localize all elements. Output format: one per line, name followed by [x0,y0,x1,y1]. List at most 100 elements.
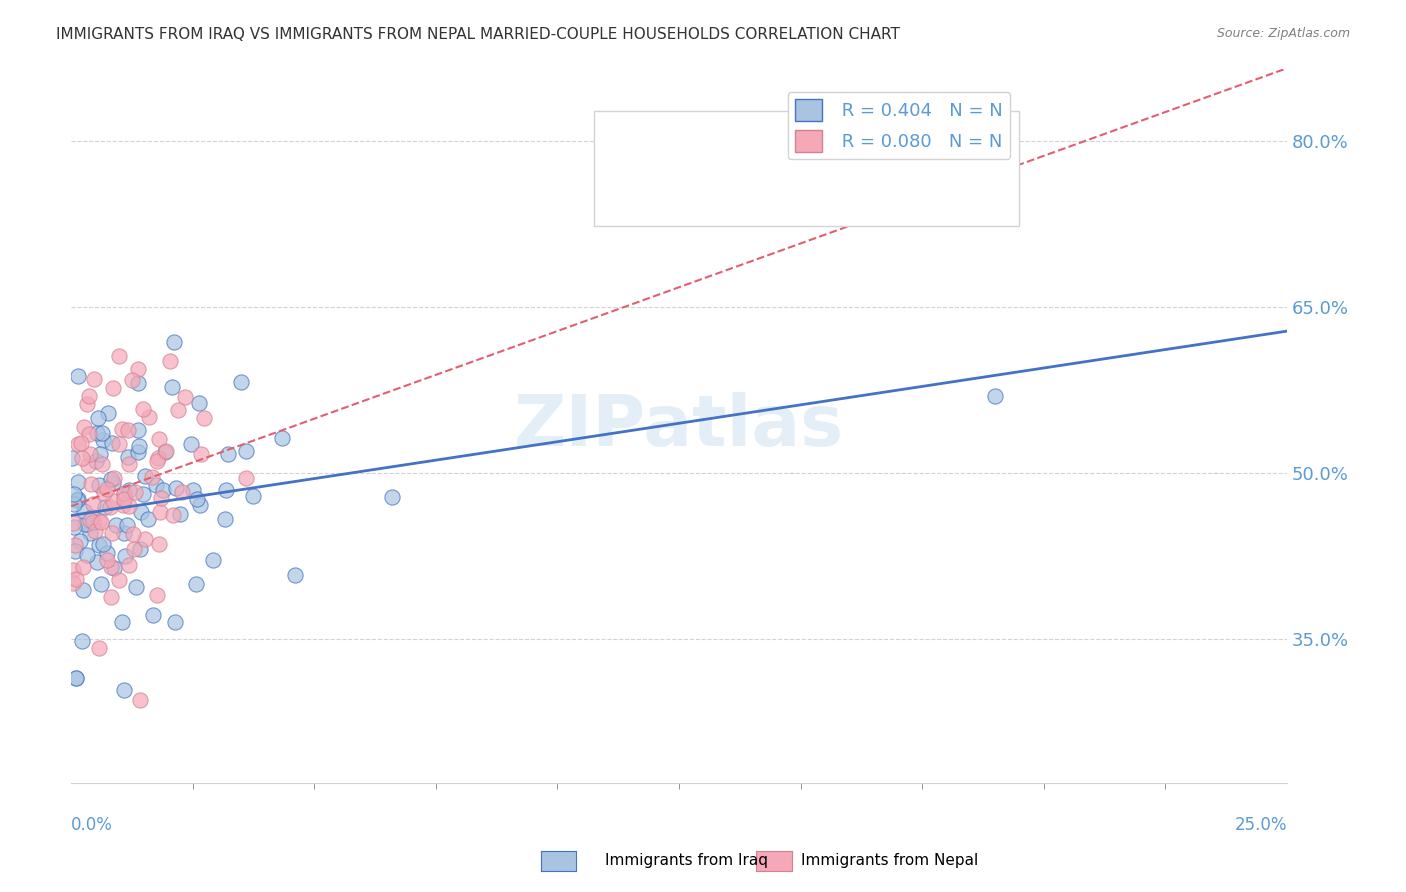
Immigrants from Iraq [86,425,108,440]
Immigrants from Iraq [118,483,141,497]
Immigrants from Nepal [72,560,94,574]
Immigrants from Iraq [89,538,111,552]
Immigrants from Nepal [121,527,143,541]
Immigrants from Iraq [169,507,191,521]
Immigrants from Iraq [153,445,176,459]
Immigrants from Iraq [67,475,90,490]
Immigrants from Nepal [132,402,155,417]
Text: Immigrants from Iraq: Immigrants from Iraq [605,854,768,868]
Text: Immigrants from Nepal: Immigrants from Nepal [801,854,979,868]
Immigrants from Iraq [76,548,98,562]
Immigrants from Iraq [165,615,187,629]
Immigrants from Iraq [73,516,96,531]
Immigrants from Nepal [65,538,87,552]
Immigrants from Nepal [155,444,177,458]
Text: Source: ZipAtlas.com: Source: ZipAtlas.com [1216,27,1350,40]
Immigrants from Iraq [97,406,120,420]
Immigrants from Nepal [77,426,100,441]
Immigrants from Iraq [129,541,152,556]
Immigrants from Iraq [72,633,94,648]
Immigrants from Nepal [90,516,112,530]
Text: IMMIGRANTS FROM IRAQ VS IMMIGRANTS FROM NEPAL MARRIED-COUPLE HOUSEHOLDS CORRELAT: IMMIGRANTS FROM IRAQ VS IMMIGRANTS FROM … [56,27,900,42]
Immigrants from Iraq [63,497,86,511]
Immigrants from Iraq [165,481,187,495]
Immigrants from Nepal [111,498,134,512]
Immigrants from Iraq [82,509,104,524]
Immigrants from Nepal [118,558,141,573]
Immigrants from Nepal [107,436,129,450]
Immigrants from Nepal [111,422,134,436]
Immigrants from Iraq [101,476,124,491]
Immigrants from Iraq [131,504,153,518]
Immigrants from Nepal [117,424,139,438]
Immigrants from Nepal [193,410,215,425]
Immigrants from Nepal [162,508,184,522]
Immigrants from Iraq [160,379,183,393]
Immigrants from Iraq [82,515,104,529]
Immigrants from Iraq [134,469,156,483]
Immigrants from Nepal [90,457,112,471]
Immigrants from Iraq [136,511,159,525]
Immigrants from Iraq [186,491,208,506]
Immigrants from Nepal [127,362,149,376]
Immigrants from Iraq [284,568,307,582]
Immigrants from Iraq [187,395,209,409]
Immigrants from Iraq [184,577,207,591]
Immigrants from Nepal [70,436,93,450]
Immigrants from Nepal [87,514,110,528]
Immigrants from Iraq [214,512,236,526]
Immigrants from Iraq [63,520,86,534]
Immigrants from Iraq [101,436,124,450]
Immigrants from Nepal [114,486,136,500]
Immigrants from Iraq [242,489,264,503]
Immigrants from Iraq [63,487,86,501]
Immigrants from Iraq [270,432,292,446]
Immigrants from Nepal [146,588,169,602]
Immigrants from Iraq [145,478,167,492]
Immigrants from Nepal [103,381,125,395]
Immigrants from Nepal [167,402,190,417]
Immigrants from Nepal [79,513,101,527]
Immigrants from Iraq [69,534,91,549]
Immigrants from Nepal [134,532,156,546]
Immigrants from Iraq [125,580,148,594]
FancyBboxPatch shape [593,112,1019,226]
Immigrants from Nepal [83,524,105,538]
Immigrants from Nepal [77,389,100,403]
Immigrants from Iraq [142,608,165,623]
Immigrants from Iraq [96,546,118,560]
Immigrants from Iraq [117,450,139,464]
Immigrants from Iraq [215,483,238,497]
Immigrants from Nepal [138,410,160,425]
Immigrants from Nepal [96,553,118,567]
Legend:  R = 0.404   N = N,  R = 0.080   N = N: R = 0.404 N = N, R = 0.080 N = N [787,92,1011,160]
Immigrants from Iraq [103,561,125,575]
Immigrants from Iraq [66,492,89,507]
Immigrants from Iraq [132,486,155,500]
Immigrants from Iraq [115,517,138,532]
Immigrants from Iraq [188,498,211,512]
Immigrants from Nepal [107,349,129,363]
Immigrants from Iraq [94,500,117,515]
Immigrants from Nepal [98,500,121,514]
Immigrants from Iraq [66,493,89,508]
Immigrants from Iraq [86,555,108,569]
Immigrants from Iraq [100,472,122,486]
Immigrants from Nepal [141,469,163,483]
Immigrants from Iraq [60,450,83,465]
Immigrants from Nepal [148,450,170,465]
Immigrants from Iraq [984,388,1007,402]
Immigrants from Nepal [170,485,193,500]
Immigrants from Iraq [89,447,111,461]
Immigrants from Iraq [112,486,135,500]
Immigrants from Nepal [174,390,197,404]
Immigrants from Nepal [87,641,110,656]
Immigrants from Nepal [93,486,115,500]
Immigrants from Iraq [163,334,186,349]
Immigrants from Nepal [100,560,122,574]
Immigrants from Iraq [381,490,404,504]
Immigrants from Nepal [148,536,170,550]
Immigrants from Nepal [76,397,98,411]
Immigrants from Iraq [127,445,149,459]
Immigrants from Iraq [91,433,114,447]
